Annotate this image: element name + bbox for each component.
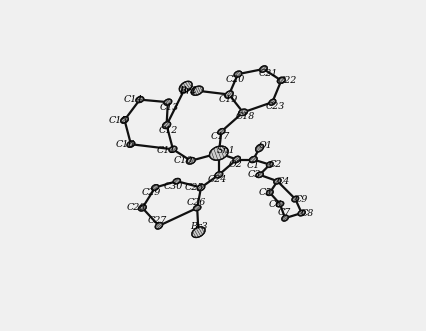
- Ellipse shape: [127, 141, 135, 147]
- Text: C29: C29: [141, 188, 161, 197]
- Ellipse shape: [255, 172, 263, 177]
- Ellipse shape: [259, 66, 267, 72]
- Ellipse shape: [214, 172, 222, 178]
- Ellipse shape: [169, 146, 176, 152]
- Text: Sn1: Sn1: [217, 146, 235, 155]
- Text: C14: C14: [124, 95, 143, 104]
- Ellipse shape: [209, 146, 227, 160]
- Text: C16: C16: [115, 140, 135, 149]
- Ellipse shape: [268, 99, 275, 105]
- Ellipse shape: [233, 71, 241, 77]
- Ellipse shape: [225, 91, 233, 98]
- Text: C3: C3: [248, 170, 261, 179]
- Text: C20: C20: [225, 75, 245, 84]
- Ellipse shape: [233, 156, 240, 163]
- Text: C5: C5: [258, 188, 271, 197]
- Ellipse shape: [297, 210, 305, 216]
- Ellipse shape: [191, 86, 203, 95]
- Ellipse shape: [191, 227, 204, 237]
- Ellipse shape: [276, 77, 285, 83]
- Ellipse shape: [173, 178, 180, 184]
- Ellipse shape: [155, 222, 162, 229]
- Ellipse shape: [266, 162, 273, 167]
- Text: Br3: Br3: [189, 222, 207, 231]
- Ellipse shape: [238, 109, 247, 116]
- Text: C4: C4: [276, 177, 289, 186]
- Text: O2: O2: [228, 160, 242, 168]
- Ellipse shape: [135, 97, 144, 103]
- Ellipse shape: [151, 185, 158, 190]
- Ellipse shape: [291, 196, 298, 202]
- Text: C13: C13: [159, 103, 178, 112]
- Text: C10: C10: [174, 156, 193, 165]
- Text: C12: C12: [158, 126, 177, 135]
- Ellipse shape: [138, 205, 146, 211]
- Text: C28: C28: [126, 204, 145, 213]
- Text: C21: C21: [258, 69, 277, 78]
- Ellipse shape: [197, 184, 204, 191]
- Ellipse shape: [164, 99, 171, 105]
- Text: C27: C27: [148, 216, 167, 225]
- Text: C23: C23: [265, 102, 285, 111]
- Text: C17: C17: [210, 132, 229, 141]
- Ellipse shape: [193, 205, 200, 211]
- Text: C6: C6: [268, 200, 281, 209]
- Text: C9: C9: [294, 195, 307, 204]
- Text: C7: C7: [276, 208, 290, 217]
- Ellipse shape: [273, 178, 280, 184]
- Text: C26: C26: [186, 198, 205, 207]
- Text: C8: C8: [300, 209, 313, 217]
- Text: C15: C15: [108, 116, 127, 124]
- Text: O1: O1: [258, 141, 271, 150]
- Ellipse shape: [162, 122, 170, 128]
- Ellipse shape: [186, 158, 195, 164]
- Ellipse shape: [276, 201, 283, 207]
- Ellipse shape: [217, 128, 225, 134]
- Ellipse shape: [249, 157, 256, 163]
- Text: C2: C2: [268, 160, 282, 168]
- Ellipse shape: [121, 117, 128, 123]
- Text: C1: C1: [246, 161, 259, 169]
- Text: C22: C22: [276, 76, 296, 85]
- Text: C11: C11: [157, 146, 176, 155]
- Ellipse shape: [281, 215, 288, 221]
- Ellipse shape: [179, 81, 192, 92]
- Text: Br2: Br2: [179, 86, 196, 95]
- Text: Br1: Br1: [178, 87, 196, 96]
- Text: C18: C18: [236, 113, 255, 121]
- Text: C19: C19: [219, 95, 238, 104]
- Ellipse shape: [255, 144, 263, 152]
- Text: C25: C25: [184, 183, 203, 192]
- Text: C30: C30: [164, 182, 183, 191]
- Ellipse shape: [266, 190, 273, 196]
- Text: C24: C24: [207, 175, 227, 184]
